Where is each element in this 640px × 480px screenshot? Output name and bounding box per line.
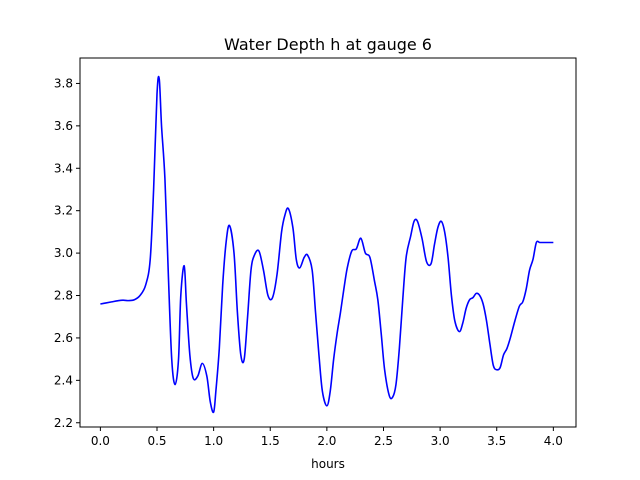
y-tick-label: 3.2 xyxy=(54,204,73,218)
chart-title: Water Depth h at gauge 6 xyxy=(224,35,432,54)
x-axis-label: hours xyxy=(311,457,345,471)
y-tick-label: 2.8 xyxy=(54,289,73,303)
x-tick-label: 0.5 xyxy=(147,434,166,448)
y-tick-label: 3.0 xyxy=(54,246,73,260)
plot-frame xyxy=(79,57,577,428)
x-tick-label: 1.0 xyxy=(204,434,223,448)
x-tick-label: 2.0 xyxy=(317,434,336,448)
x-tick-label: 2.5 xyxy=(374,434,393,448)
x-tick-label: 4.0 xyxy=(544,434,563,448)
x-tick-label: 1.5 xyxy=(261,434,280,448)
y-tick-label: 3.8 xyxy=(54,76,73,90)
y-tick-label: 2.2 xyxy=(54,416,73,430)
y-tick-label: 3.4 xyxy=(54,161,73,175)
x-tick-label: 3.5 xyxy=(487,434,506,448)
series-line-0 xyxy=(100,75,554,414)
y-tick-label: 2.4 xyxy=(54,373,73,387)
x-tick-label: 0.0 xyxy=(91,434,110,448)
x-axis: 0.0 0.5 1.0 1.5 2.0 2.5 3.0 3.5 4.0 xyxy=(91,427,563,448)
y-tick-label: 3.6 xyxy=(54,119,73,133)
y-axis: 2.2 2.4 2.6 2.8 3.0 3.2 3.4 3.6 3.8 xyxy=(54,76,80,430)
y-tick-label: 2.6 xyxy=(54,331,73,345)
plot-area xyxy=(100,75,554,414)
x-tick-label: 3.0 xyxy=(431,434,450,448)
